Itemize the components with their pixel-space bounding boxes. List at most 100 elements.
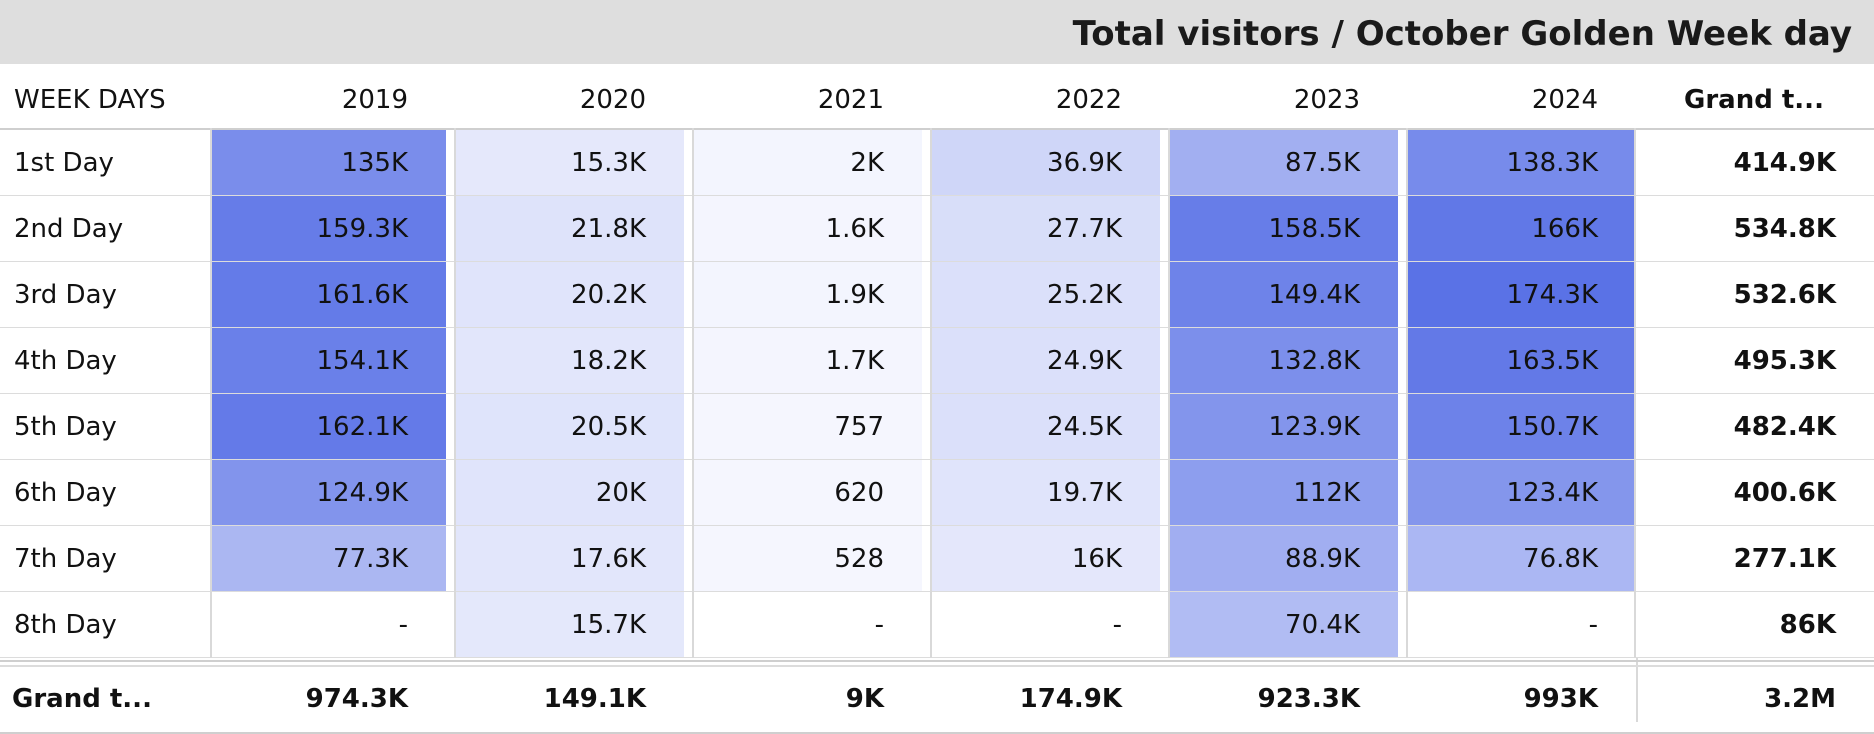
row-divider [0,459,1874,460]
heatmap-cell[interactable]: 149.4K [1170,262,1398,328]
heatmap-cell[interactable]: 138.3K [1408,130,1636,196]
heatmap-cell[interactable]: 76.8K [1408,526,1636,592]
column-grand-total: 974.3K [305,684,408,714]
heatmap-cell[interactable]: 27.7K [932,196,1160,262]
column-divider [1168,128,1170,658]
column-header[interactable]: 2019 [341,85,408,115]
cell-value: 112K [1293,478,1360,508]
heatmap-cell[interactable]: 70.4K [1170,592,1398,658]
header-divider [0,128,1874,130]
heatmap-cell[interactable]: 528 [694,526,922,592]
cell-value: - [874,610,884,640]
heatmap-cell[interactable]: 88.9K [1170,526,1398,592]
heatmap-cell[interactable]: 2K [694,130,922,196]
heatmap-cell[interactable]: - [1408,592,1636,658]
heatmap-cell[interactable]: 25.2K [932,262,1160,328]
cell-value: 123.4K [1506,478,1598,508]
column-header[interactable]: 2020 [579,85,646,115]
heatmap-cell[interactable]: 87.5K [1170,130,1398,196]
column-header[interactable]: 2021 [817,85,884,115]
heatmap-cell[interactable]: 166K [1408,196,1636,262]
heatmap-cell[interactable]: 1.9K [694,262,922,328]
column-divider [454,128,456,658]
heatmap-cell[interactable]: - [212,592,446,658]
table-bottom-border [0,732,1874,734]
cell-value: 528 [834,544,884,574]
cell-value: 174.3K [1506,280,1598,310]
column-grand-total: 9K [845,684,884,714]
heatmap-cell[interactable]: - [694,592,922,658]
heatmap-cell[interactable]: 1.7K [694,328,922,394]
heatmap-cell[interactable]: 1.6K [694,196,922,262]
cell-value: 154.1K [316,346,408,376]
column-header-grand-total[interactable]: Grand t... [1684,85,1824,115]
heatmap-cell[interactable]: 15.7K [456,592,684,658]
heatmap-cell[interactable]: 159.3K [212,196,446,262]
heatmap-cell[interactable]: 123.4K [1408,460,1636,526]
row-divider [0,591,1874,592]
cell-value: 150.7K [1506,412,1598,442]
heatmap-cell[interactable]: 20.5K [456,394,684,460]
heatmap-cell[interactable]: 150.7K [1408,394,1636,460]
column-header[interactable]: 2023 [1293,85,1360,115]
row-divider [0,195,1874,196]
cell-value: 19.7K [1047,478,1122,508]
title-bar: Total visitors / October Golden Week day [0,0,1874,64]
cell-value: 158.5K [1268,214,1360,244]
cell-value: 161.6K [316,280,408,310]
row-label: 6th Day [14,478,117,508]
heatmap-cell[interactable]: 757 [694,394,922,460]
cell-value: 76.8K [1523,544,1598,574]
cell-value: 132.8K [1268,346,1360,376]
heatmap-cell[interactable]: 24.9K [932,328,1160,394]
cell-value: 25.2K [1047,280,1122,310]
heatmap-cell[interactable]: 20.2K [456,262,684,328]
heatmap-cell[interactable]: 123.9K [1170,394,1398,460]
cell-value: 1.6K [825,214,884,244]
column-header[interactable]: 2022 [1055,85,1122,115]
row-grand-total: 277.1K [1733,544,1836,574]
cell-value: 36.9K [1047,148,1122,178]
column-grand-total: 149.1K [543,684,646,714]
heatmap-cell[interactable]: 21.8K [456,196,684,262]
heatmap-cell[interactable]: 36.9K [932,130,1160,196]
heatmap-cell[interactable]: - [932,592,1160,658]
heatmap-cell[interactable]: 24.5K [932,394,1160,460]
heatmap-cell[interactable]: 112K [1170,460,1398,526]
heatmap-cell[interactable]: 154.1K [212,328,446,394]
heatmap-cell[interactable]: 20K [456,460,684,526]
row-label: 3rd Day [14,280,117,310]
cell-value: 149.4K [1268,280,1360,310]
heatmap-cell[interactable]: 158.5K [1170,196,1398,262]
row-grand-total: 534.8K [1733,214,1836,244]
cell-value: 16K [1071,544,1122,574]
heatmap-cell[interactable]: 16K [932,526,1160,592]
row-divider [0,393,1874,394]
cell-value: - [1112,610,1122,640]
column-divider [1636,658,1638,722]
heatmap-cell[interactable]: 17.6K [456,526,684,592]
cell-value: 70.4K [1285,610,1360,640]
heatmap-cell[interactable]: 124.9K [212,460,446,526]
column-header[interactable]: 2024 [1531,85,1598,115]
row-divider [0,657,1874,658]
heatmap-cell[interactable]: 18.2K [456,328,684,394]
row-label: 4th Day [14,346,117,376]
heatmap-cell[interactable]: 15.3K [456,130,684,196]
heatmap-cell[interactable]: 162.1K [212,394,446,460]
heatmap-cell[interactable]: 163.5K [1408,328,1636,394]
heatmap-cell[interactable]: 77.3K [212,526,446,592]
heatmap-cell[interactable]: 620 [694,460,922,526]
heatmap-cell[interactable]: 174.3K [1408,262,1636,328]
cell-value: 162.1K [316,412,408,442]
heatmap-cell[interactable]: 135K [212,130,446,196]
heatmap-cell[interactable]: 161.6K [212,262,446,328]
column-grand-total: 923.3K [1257,684,1360,714]
heatmap-cell[interactable]: 19.7K [932,460,1160,526]
row-label: 8th Day [14,610,117,640]
cell-value: - [1588,610,1598,640]
cell-value: 18.2K [571,346,646,376]
heatmap-cell[interactable]: 132.8K [1170,328,1398,394]
cell-value: 159.3K [316,214,408,244]
